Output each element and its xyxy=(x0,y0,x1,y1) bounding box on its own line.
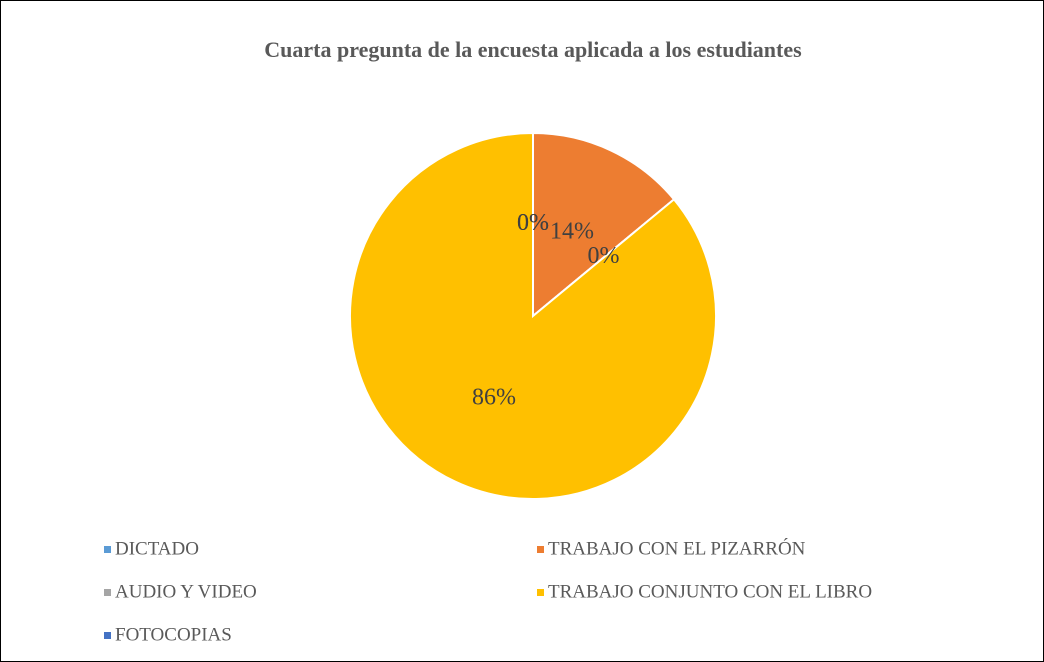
chart-title: Cuarta pregunta de la encuesta aplicada … xyxy=(264,37,802,62)
legend-label: AUDIO Y VIDEO xyxy=(115,581,257,602)
legend-label: DICTADO xyxy=(115,538,199,559)
data-label: 0% xyxy=(517,210,549,236)
data-label: 86% xyxy=(472,384,516,410)
legend-swatch xyxy=(537,546,544,553)
legend-label: TRABAJO CONJUNTO CON EL LIBRO xyxy=(548,581,872,602)
legend-label: TRABAJO CON EL PIZARRÓN xyxy=(548,537,806,559)
data-label: 0% xyxy=(588,243,620,269)
pie-slice xyxy=(532,131,676,319)
data-label: 0% xyxy=(517,210,549,236)
legend-label: FOTOCOPIAS xyxy=(115,624,232,645)
legend-swatch xyxy=(104,632,111,639)
legend-swatch xyxy=(104,546,111,553)
legend-swatch xyxy=(537,589,544,596)
legend-swatch xyxy=(104,589,111,596)
data-label: 14% xyxy=(550,219,594,245)
